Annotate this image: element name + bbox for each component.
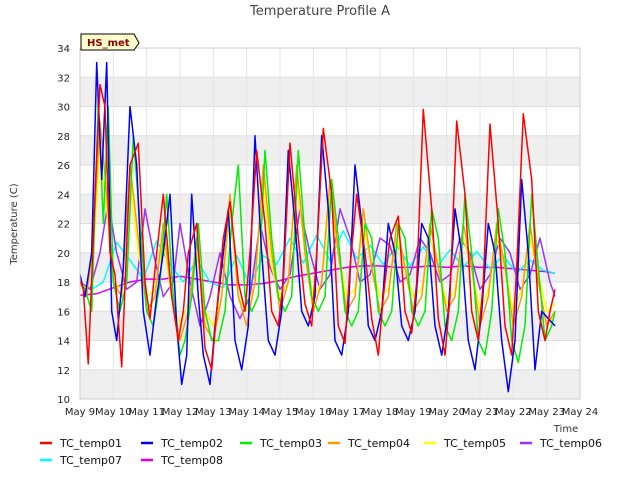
legend-label: TC_temp05 [443, 437, 506, 450]
x-axis-label: Time [553, 424, 578, 435]
background-band [80, 311, 580, 341]
x-tick-label: May 20 [428, 407, 465, 418]
legend-label: TC_temp01 [59, 437, 122, 450]
legend-label: TC_temp03 [259, 437, 322, 450]
background-band [80, 135, 580, 165]
x-tick-label: May 14 [228, 407, 265, 418]
y-tick-label: 30 [57, 103, 70, 114]
x-tick-label: May 15 [262, 407, 299, 418]
x-tick-label: May 16 [295, 407, 332, 418]
y-tick-label: 28 [57, 132, 70, 143]
legend-label: TC_temp02 [160, 437, 223, 450]
y-tick-label: 12 [57, 366, 70, 377]
legend-label: TC_temp04 [347, 437, 410, 450]
legend-item: TC_temp04 [328, 437, 410, 450]
legend-item: TC_temp05 [424, 437, 506, 450]
series-layer [79, 61, 556, 393]
y-tick-label: 22 [57, 220, 70, 231]
chart-title: Temperature Profile A [249, 4, 390, 19]
x-tick-label: May 12 [162, 407, 199, 418]
background-band [80, 369, 580, 399]
y-tick-label: 32 [57, 73, 70, 84]
y-tick-label: 16 [57, 307, 70, 318]
legend-label: TC_temp06 [539, 437, 602, 450]
x-tick-label: May 13 [195, 407, 232, 418]
series-line-tc-temp07 [79, 230, 556, 291]
x-tick-label: May 10 [95, 407, 132, 418]
x-tick-label: May 17 [328, 407, 365, 418]
x-tick-label: May 11 [128, 407, 165, 418]
x-tick-label: May 22 [495, 407, 532, 418]
x-tick-label: May 21 [462, 407, 499, 418]
x-tick-label: May 24 [562, 407, 599, 418]
background-band [80, 77, 580, 107]
y-tick-label: 34 [57, 44, 70, 55]
x-tick-label: May 9 [65, 407, 95, 418]
x-tick-label: May 23 [528, 407, 565, 418]
legend-item: TC_temp01 [40, 437, 122, 450]
x-tick-label: May 19 [395, 407, 432, 418]
legend-label: TC_temp07 [59, 454, 122, 467]
y-axis-label: Temperature (C) [9, 183, 20, 265]
y-axis-ticks: 10 12 14 16 18 20 22 24 26 28 30 32 34 [57, 44, 70, 406]
legend-item: TC_temp02 [141, 437, 223, 450]
annotation-badge: HS_met [80, 33, 140, 51]
y-tick-label: 18 [57, 278, 70, 289]
legend-label: TC_temp08 [160, 454, 223, 467]
y-tick-label: 26 [57, 161, 70, 172]
series-line-tc-temp02 [79, 61, 556, 393]
annotation-text: HS_met [87, 38, 130, 49]
y-tick-label: 10 [57, 395, 70, 406]
series-line-tc-temp01 [79, 83, 556, 371]
y-tick-label: 14 [57, 337, 70, 348]
y-tick-label: 24 [57, 190, 70, 201]
y-tick-label: 20 [57, 249, 70, 260]
legend-item: TC_temp07 [40, 454, 122, 467]
legend-item: TC_temp06 [520, 437, 602, 450]
legend-item: TC_temp08 [141, 454, 223, 467]
x-tick-label: May 18 [362, 407, 399, 418]
legend-item: TC_temp03 [240, 437, 322, 450]
legend: TC_temp01 TC_temp02 TC_temp03 TC_temp04 TC_t… [40, 437, 602, 467]
plot-frame [79, 47, 581, 400]
